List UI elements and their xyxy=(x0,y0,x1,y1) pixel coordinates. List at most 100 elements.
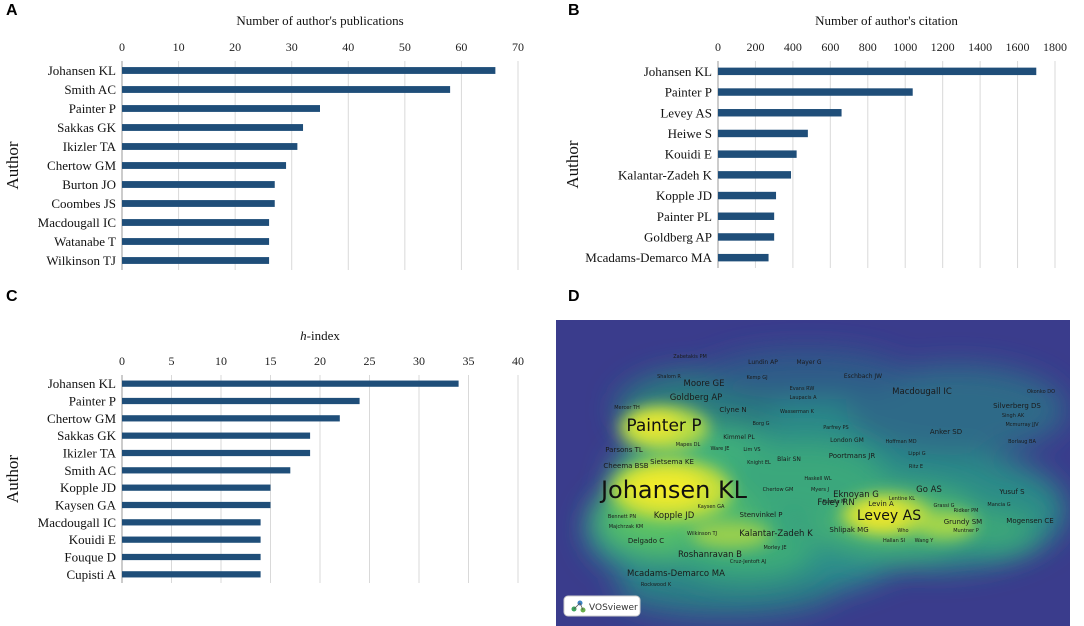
category-label: Wilkinson TJ xyxy=(46,253,116,268)
category-label: Levey AS xyxy=(660,105,712,120)
bar xyxy=(122,380,459,387)
panel-label-d: D xyxy=(568,288,580,305)
panel-label-a: A xyxy=(6,2,18,19)
vosviewer-watermark: VOSviewer xyxy=(589,603,638,613)
x-tick-label: 35 xyxy=(463,354,475,368)
category-label: Coombes JS xyxy=(51,196,116,211)
network-node-label: Lundin AP xyxy=(748,359,778,366)
bar xyxy=(122,536,261,543)
category-label: Painter P xyxy=(665,85,712,100)
network-node-label: Wilkinson TJ xyxy=(687,531,717,537)
bar xyxy=(718,171,792,179)
network-node-label: Poortmans JR xyxy=(829,452,876,460)
category-label: Kouidi E xyxy=(69,532,116,547)
category-label: Smith AC xyxy=(64,463,116,478)
network-node-label: Go AS xyxy=(916,485,942,495)
network-node-label: Mapes DL xyxy=(676,442,701,448)
network-node-label: Wang Y xyxy=(915,538,935,544)
network-node-label: Grassi G xyxy=(933,503,954,509)
x-tick-label: 30 xyxy=(413,354,425,368)
network-node-label: Clyne N xyxy=(719,406,746,414)
category-label: Painter PL xyxy=(657,209,712,224)
network-node-label: Laupacis A xyxy=(789,395,817,401)
network-node-label: Yusuf S xyxy=(998,488,1025,496)
bar xyxy=(122,484,271,491)
bar xyxy=(122,162,287,169)
category-label: Ikizler TA xyxy=(63,446,117,461)
bar xyxy=(122,143,298,150)
network-node-label: Goldberg AP xyxy=(670,393,723,403)
network-node-label: Levin A xyxy=(868,500,894,508)
category-label: Fouque D xyxy=(64,550,116,565)
network-node-label: Okonko DO xyxy=(1027,389,1055,395)
network-node-label: Shlipak MG xyxy=(829,526,868,534)
network-node-label: Grundy SM xyxy=(944,518,982,526)
network-node-label: Lim VS xyxy=(743,447,760,453)
network-node-label: Borlaug BA xyxy=(1008,439,1036,445)
bar xyxy=(718,88,913,96)
x-tick-label: 0 xyxy=(715,40,721,54)
bar xyxy=(122,571,261,578)
network-node-label: Ware JE xyxy=(711,446,730,452)
bar xyxy=(718,109,842,117)
x-tick-label: 25 xyxy=(364,354,376,368)
bar xyxy=(718,150,797,158)
category-label: Painter P xyxy=(69,101,116,116)
category-label: Johansen KL xyxy=(48,63,116,78)
vosviewer-logo-icon xyxy=(571,600,586,613)
x-tick-label: 1400 xyxy=(968,40,992,54)
bar xyxy=(122,467,291,474)
bar xyxy=(718,253,769,262)
vosviewer-density-map: Johansen KL Painter P Levey AS Kalantar-Zad… xyxy=(556,320,1070,626)
bar xyxy=(718,129,808,138)
network-node-label: Lippi G xyxy=(908,451,926,457)
y-axis-label: Author xyxy=(3,141,22,190)
bar xyxy=(122,124,304,131)
network-node-label: Shalom R xyxy=(657,374,681,380)
network-node-label: Roshanravan B xyxy=(678,550,742,560)
category-label: Heiwe S xyxy=(668,126,712,141)
network-node-label: Mcadams-Demarco MA xyxy=(627,569,725,579)
category-label: Painter P xyxy=(69,394,116,409)
network-node-label: Wasserman K xyxy=(780,409,815,415)
chart-title: Number of author's publications xyxy=(236,13,403,28)
bar xyxy=(718,67,1037,76)
network-node-label: Mcmurray JJV xyxy=(1005,422,1039,428)
x-tick-label: 15 xyxy=(265,354,277,368)
network-node-label: Stenvinkel P xyxy=(740,511,783,519)
category-label: Watanabe T xyxy=(54,234,116,249)
network-node-label: Blair SN xyxy=(777,456,801,463)
category-label: Kouidi E xyxy=(665,147,712,162)
network-node-label: Who xyxy=(897,528,908,534)
y-axis-label: Author xyxy=(3,455,22,504)
bar xyxy=(122,238,270,245)
network-node-label: Cheema BSB xyxy=(603,462,648,470)
network-node-label: Cruz-Jentoft AJ xyxy=(730,559,766,565)
x-tick-label: 30 xyxy=(286,40,298,54)
network-node-label: Kemp GJ xyxy=(746,375,767,381)
panel-label-b: B xyxy=(568,2,580,19)
x-tick-label: 1200 xyxy=(931,40,955,54)
network-node-label: Hallan SI xyxy=(883,538,905,544)
network-node-label: Kaysen GA xyxy=(698,504,726,510)
network-node-label: Levey AS xyxy=(857,508,921,524)
x-tick-label: 1800 xyxy=(1043,40,1067,54)
bar xyxy=(122,432,311,439)
x-tick-label: 50 xyxy=(399,40,411,54)
network-node-label: Rockwood K xyxy=(641,582,672,588)
network-node-label: Johansen KL xyxy=(599,476,748,504)
bar xyxy=(122,181,275,188)
bar xyxy=(122,519,261,526)
chart-a-publications: Number of author's publications 0 10 20 30 40… xyxy=(3,13,524,270)
x-tick-label: 200 xyxy=(746,40,764,54)
network-node-label: Foley RN xyxy=(817,498,854,508)
network-labels: Johansen KL Painter P Levey AS Kalantar-Zad… xyxy=(599,354,1055,588)
category-label: Macdougall IC xyxy=(38,215,116,230)
chart-b-citations: Number of author's citation 0 200 400 600 800… xyxy=(563,13,1067,268)
bar xyxy=(122,67,496,74)
x-tick-label: 5 xyxy=(169,354,175,368)
network-node-label: Haskell WL xyxy=(804,476,832,482)
chart-title-rest: -index xyxy=(307,328,341,343)
bar xyxy=(718,212,775,220)
x-tick-label: 0 xyxy=(119,40,125,54)
